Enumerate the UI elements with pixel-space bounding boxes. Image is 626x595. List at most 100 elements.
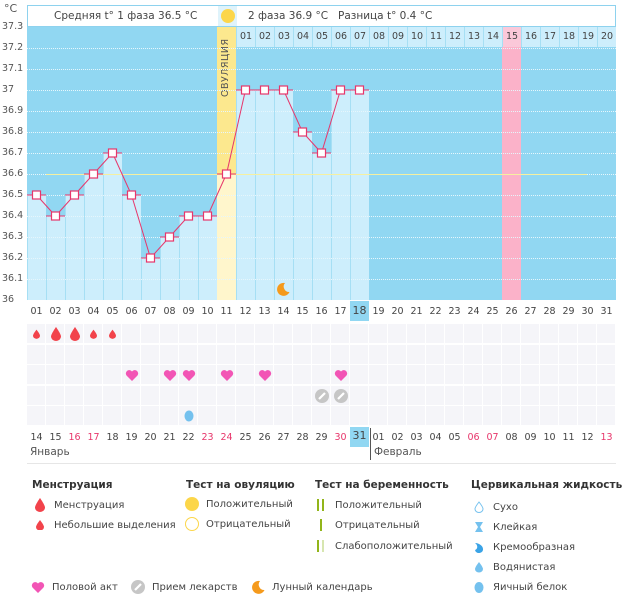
event-cell[interactable]	[559, 386, 577, 405]
cycle-day-number[interactable]: 13	[258, 306, 271, 317]
event-cell[interactable]	[160, 386, 178, 405]
event-cell[interactable]	[521, 386, 539, 405]
event-cell[interactable]	[350, 324, 368, 343]
event-cell[interactable]	[369, 406, 387, 425]
calendar-date[interactable]: 18	[106, 432, 119, 443]
event-cell[interactable]	[559, 324, 577, 343]
calendar-date[interactable]: 26	[258, 432, 271, 443]
event-cell[interactable]	[46, 365, 64, 384]
ovulation-test-positive-icon[interactable]	[221, 9, 235, 23]
event-cell[interactable]	[578, 406, 596, 425]
calendar-date[interactable]: 19	[125, 432, 138, 443]
event-cell[interactable]	[578, 345, 596, 364]
event-cell[interactable]	[27, 345, 45, 364]
event-cell[interactable]	[312, 365, 330, 384]
event-cell[interactable]	[293, 365, 311, 384]
event-cell[interactable]	[483, 345, 501, 364]
event-cell[interactable]	[369, 365, 387, 384]
spotting-icon[interactable]	[84, 324, 103, 343]
spotting-icon[interactable]	[27, 324, 46, 343]
cycle-day-number[interactable]: 25	[486, 306, 499, 317]
event-cell[interactable]	[236, 365, 254, 384]
cycle-day-number[interactable]: 14	[277, 306, 290, 317]
calendar-date[interactable]: 24	[220, 432, 233, 443]
temperature-point[interactable]	[69, 190, 80, 200]
event-cell[interactable]	[46, 345, 64, 364]
event-cell[interactable]	[198, 406, 216, 425]
calendar-date[interactable]: 02	[391, 432, 404, 443]
calendar-date[interactable]: 14	[30, 432, 43, 443]
temperature-point[interactable]	[259, 85, 270, 95]
temperature-point[interactable]	[240, 85, 251, 95]
calendar-date[interactable]: 23	[201, 432, 214, 443]
cycle-day-number[interactable]: 19	[372, 306, 385, 317]
cycle-day-number[interactable]: 22	[429, 306, 442, 317]
calendar-date[interactable]: 06	[467, 432, 480, 443]
pill-icon[interactable]	[312, 386, 331, 405]
temperature-point[interactable]	[183, 211, 194, 221]
event-cell[interactable]	[578, 365, 596, 384]
event-cell[interactable]	[388, 386, 406, 405]
cycle-day-number[interactable]: 07	[144, 306, 157, 317]
event-cell[interactable]	[293, 345, 311, 364]
temperature-point[interactable]	[297, 127, 308, 137]
cycle-day-number[interactable]: 15	[296, 306, 309, 317]
event-cell[interactable]	[521, 406, 539, 425]
egg-white-icon[interactable]	[179, 406, 198, 425]
event-cell[interactable]	[236, 406, 254, 425]
event-cell[interactable]	[540, 386, 558, 405]
event-cell[interactable]	[502, 324, 520, 343]
moon-icon[interactable]	[277, 282, 290, 296]
event-cell[interactable]	[388, 365, 406, 384]
temperature-point[interactable]	[316, 148, 327, 158]
cycle-day-number[interactable]: 04	[87, 306, 100, 317]
calendar-date[interactable]: 09	[524, 432, 537, 443]
event-cell[interactable]	[521, 365, 539, 384]
temperature-point[interactable]	[335, 85, 346, 95]
temperature-point[interactable]	[88, 169, 99, 179]
cycle-day-number[interactable]: 24	[467, 306, 480, 317]
heart-icon[interactable]	[331, 365, 350, 384]
calendar-date[interactable]: 15	[49, 432, 62, 443]
cycle-day-number[interactable]: 10	[201, 306, 214, 317]
heart-icon[interactable]	[160, 365, 179, 384]
cycle-day-number[interactable]: 30	[581, 306, 594, 317]
event-cell[interactable]	[65, 365, 83, 384]
event-cell[interactable]	[369, 345, 387, 364]
spotting-icon[interactable]	[103, 324, 122, 343]
event-cell[interactable]	[369, 386, 387, 405]
calendar-date[interactable]: 28	[296, 432, 309, 443]
heart-icon[interactable]	[122, 365, 141, 384]
event-cell[interactable]	[597, 345, 615, 364]
event-cell[interactable]	[312, 324, 330, 343]
calendar-date[interactable]: 29	[315, 432, 328, 443]
event-cell[interactable]	[198, 386, 216, 405]
calendar-date[interactable]: 04	[429, 432, 442, 443]
temperature-point[interactable]	[126, 190, 137, 200]
event-cell[interactable]	[578, 386, 596, 405]
heart-icon[interactable]	[255, 365, 274, 384]
temperature-point[interactable]	[107, 148, 118, 158]
event-cell[interactable]	[350, 406, 368, 425]
cycle-day-number[interactable]: 09	[182, 306, 195, 317]
event-cell[interactable]	[122, 406, 140, 425]
event-cell[interactable]	[103, 406, 121, 425]
event-cell[interactable]	[388, 406, 406, 425]
cycle-day-number[interactable]: 06	[125, 306, 138, 317]
event-cell[interactable]	[464, 324, 482, 343]
calendar-date[interactable]: 12	[581, 432, 594, 443]
calendar-date[interactable]: 21	[163, 432, 176, 443]
calendar-date[interactable]: 30	[334, 432, 347, 443]
temperature-point[interactable]	[145, 253, 156, 263]
cycle-day-number[interactable]: 20	[391, 306, 404, 317]
event-cell[interactable]	[426, 324, 444, 343]
menstruation-icon[interactable]	[46, 324, 65, 343]
event-cell[interactable]	[141, 406, 159, 425]
temperature-point[interactable]	[354, 85, 365, 95]
event-cell[interactable]	[293, 386, 311, 405]
event-cell[interactable]	[407, 406, 425, 425]
event-cell[interactable]	[255, 406, 273, 425]
cycle-day-number[interactable]: 01	[30, 306, 43, 317]
event-cell[interactable]	[255, 386, 273, 405]
event-cell[interactable]	[274, 345, 292, 364]
